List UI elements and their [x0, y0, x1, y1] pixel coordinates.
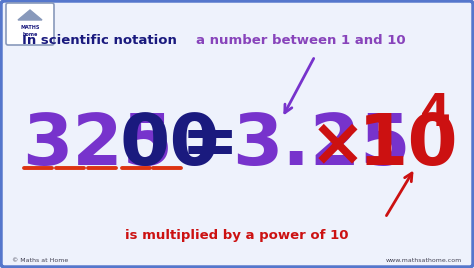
Text: In scientific notation: In scientific notation — [22, 34, 182, 47]
Text: www.mathsathome.com: www.mathsathome.com — [386, 259, 462, 263]
Text: =: = — [181, 111, 239, 178]
Text: 4: 4 — [420, 91, 451, 135]
Text: is multiplied by a power of 10: is multiplied by a power of 10 — [125, 229, 349, 241]
Text: a number between 1 and 10: a number between 1 and 10 — [196, 34, 406, 47]
Text: 3.25: 3.25 — [232, 110, 410, 180]
Text: MATHS
home: MATHS home — [20, 25, 40, 37]
Text: 10: 10 — [358, 110, 459, 180]
FancyBboxPatch shape — [6, 3, 54, 45]
Text: 325: 325 — [22, 110, 173, 180]
Polygon shape — [18, 10, 42, 20]
Text: 00: 00 — [120, 110, 221, 180]
Text: ×: × — [310, 112, 366, 178]
Text: © Maths at Home: © Maths at Home — [12, 259, 68, 263]
